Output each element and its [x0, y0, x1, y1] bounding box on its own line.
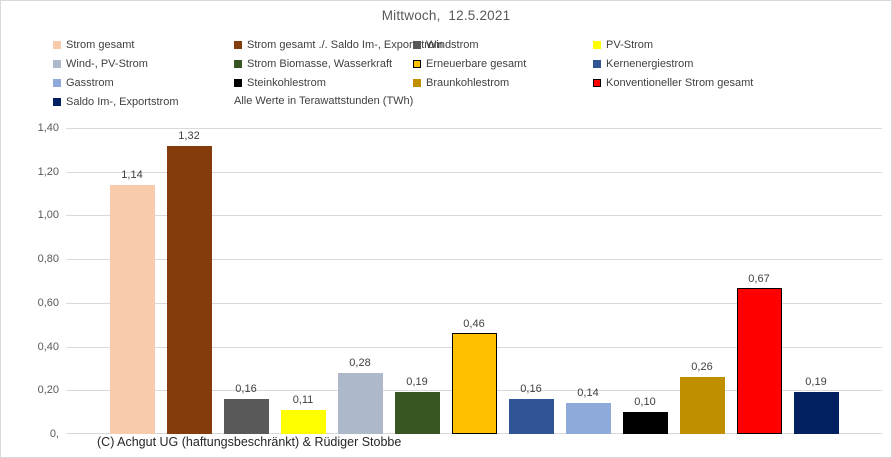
legend-item: Konventioneller Strom gesamt — [593, 76, 753, 90]
legend-label: Strom Biomasse, Wasserkraft — [247, 58, 393, 70]
bar-8: 0,16 — [508, 383, 554, 434]
plot-area: 1,14 1,32 0,16 0,11 0,28 0,19 0,46 0,16 0,14 0,10… — [38, 122, 882, 440]
legend-label: Konventioneller Strom gesamt — [606, 77, 754, 89]
legend-label: Strom gesamt ./. Saldo Im-, Exportstrom — [247, 39, 444, 51]
legend-swatch — [53, 41, 61, 49]
legend-label: PV-Strom — [606, 39, 654, 51]
legend-swatch — [413, 79, 421, 87]
y-axis-tick-label: 1,40 — [37, 122, 59, 134]
bar-value-label: 0,26 — [691, 361, 713, 374]
y-axis-tick-label: 0,40 — [37, 340, 59, 353]
legend-item: Strom gesamt — [53, 38, 134, 52]
copyright-caption: (C) Achgut UG (haftungsbeschränkt) & Rüd… — [97, 435, 402, 449]
bar-11: 0,26 — [679, 361, 725, 434]
bar-value-label: 0,67 — [748, 272, 770, 285]
legend-item: Strom Biomasse, Wasserkraft — [234, 57, 392, 71]
legend-swatch — [593, 60, 601, 68]
bar-10: 0,10 — [622, 396, 668, 434]
legend-item: PV-Strom — [593, 38, 653, 52]
legend-label: Strom gesamt — [66, 39, 135, 51]
gridline — [66, 259, 882, 261]
legend-label: Kernenergiestrom — [606, 58, 694, 70]
bar-value-label: 0,11 — [292, 393, 314, 406]
legend-swatch — [234, 79, 242, 87]
legend: Strom gesamt Strom gesamt ./. Saldo Im-, … — [1, 38, 891, 116]
legend-item: Windstrom — [413, 38, 479, 52]
bar-value-label: 0,10 — [634, 396, 656, 409]
y-axis-tick-label: 0,60 — [37, 296, 59, 309]
bar-4: 0,11 — [280, 394, 326, 434]
legend-item: Kernenergiestrom — [593, 57, 693, 71]
y-axis-tick-label: 1,20 — [37, 165, 59, 178]
y-axis-tick-label: 0, — [49, 428, 59, 440]
y-axis-tick-label: 0,20 — [37, 384, 59, 397]
bar-value-label: 0,46 — [463, 318, 485, 331]
legend-label: Steinkohlestrom — [247, 77, 326, 89]
gridline — [66, 171, 882, 173]
bar-value-label: 0,19 — [406, 376, 428, 389]
bars-group: 1,14 1,32 0,16 0,11 0,28 0,19 0,46 0,16 0,14 0,10… — [66, 130, 882, 434]
bar-value-label: 0,16 — [235, 383, 257, 396]
bar-3: 0,16 — [223, 383, 269, 434]
legend-swatch — [593, 41, 601, 49]
bar-6: 0,19 — [394, 376, 440, 434]
gridline — [66, 128, 882, 129]
legend-swatch — [53, 60, 61, 68]
bar-value-label: 0,19 — [805, 376, 827, 389]
legend-label: Saldo Im-, Exportstrom — [66, 96, 179, 108]
legend-item: Strom gesamt ./. Saldo Im-, Exportstrom — [234, 38, 443, 52]
legend-swatch — [53, 98, 61, 106]
bar-9: 0,14 — [565, 387, 611, 434]
bar-5: 0,28 — [337, 357, 383, 434]
bar-7: 0,46 — [451, 318, 497, 434]
gridline — [66, 302, 882, 304]
gridline — [66, 215, 882, 217]
bar-12: 0,67 — [736, 273, 782, 434]
bar-value-label: 0,28 — [349, 356, 371, 369]
bar-value-label: 0,16 — [520, 383, 542, 396]
bar-value-label: 1,32 — [178, 129, 200, 142]
bar-2: 1,32 — [166, 130, 212, 434]
bar-value-label: 0,14 — [577, 387, 599, 400]
bar-13: 0,19 — [793, 376, 839, 434]
legend-item: Erneuerbare gesamt — [413, 57, 526, 71]
units-note: Alle Werte in Terawattstunden (TWh) — [234, 95, 414, 107]
bar-1: 1,14 — [109, 169, 155, 434]
chart-title: Mittwoch, 12.5.2021 — [381, 8, 511, 23]
legend-swatch — [413, 41, 421, 49]
legend-swatch — [593, 79, 601, 87]
y-axis-tick-label: 1,00 — [37, 209, 59, 222]
legend-item: Gasstrom — [53, 76, 114, 90]
legend-label: Gasstrom — [66, 77, 114, 89]
legend-swatch — [53, 79, 61, 87]
legend-swatch — [234, 60, 242, 68]
legend-label: Windstrom — [426, 39, 479, 51]
legend-item: Steinkohlestrom — [234, 76, 326, 90]
legend-label: Erneuerbare gesamt — [426, 58, 527, 70]
legend-label: Braunkohlestrom — [426, 77, 510, 89]
bar-value-label: 1,14 — [121, 168, 143, 181]
legend-item: Braunkohlestrom — [413, 76, 509, 90]
legend-item: Wind-, PV-Strom — [53, 57, 148, 71]
legend-item: Saldo Im-, Exportstrom — [53, 95, 178, 109]
y-axis-tick-label: 0,80 — [37, 253, 59, 266]
legend-swatch — [234, 41, 242, 49]
legend-swatch — [413, 60, 421, 68]
legend-label: Wind-, PV-Strom — [66, 58, 148, 70]
